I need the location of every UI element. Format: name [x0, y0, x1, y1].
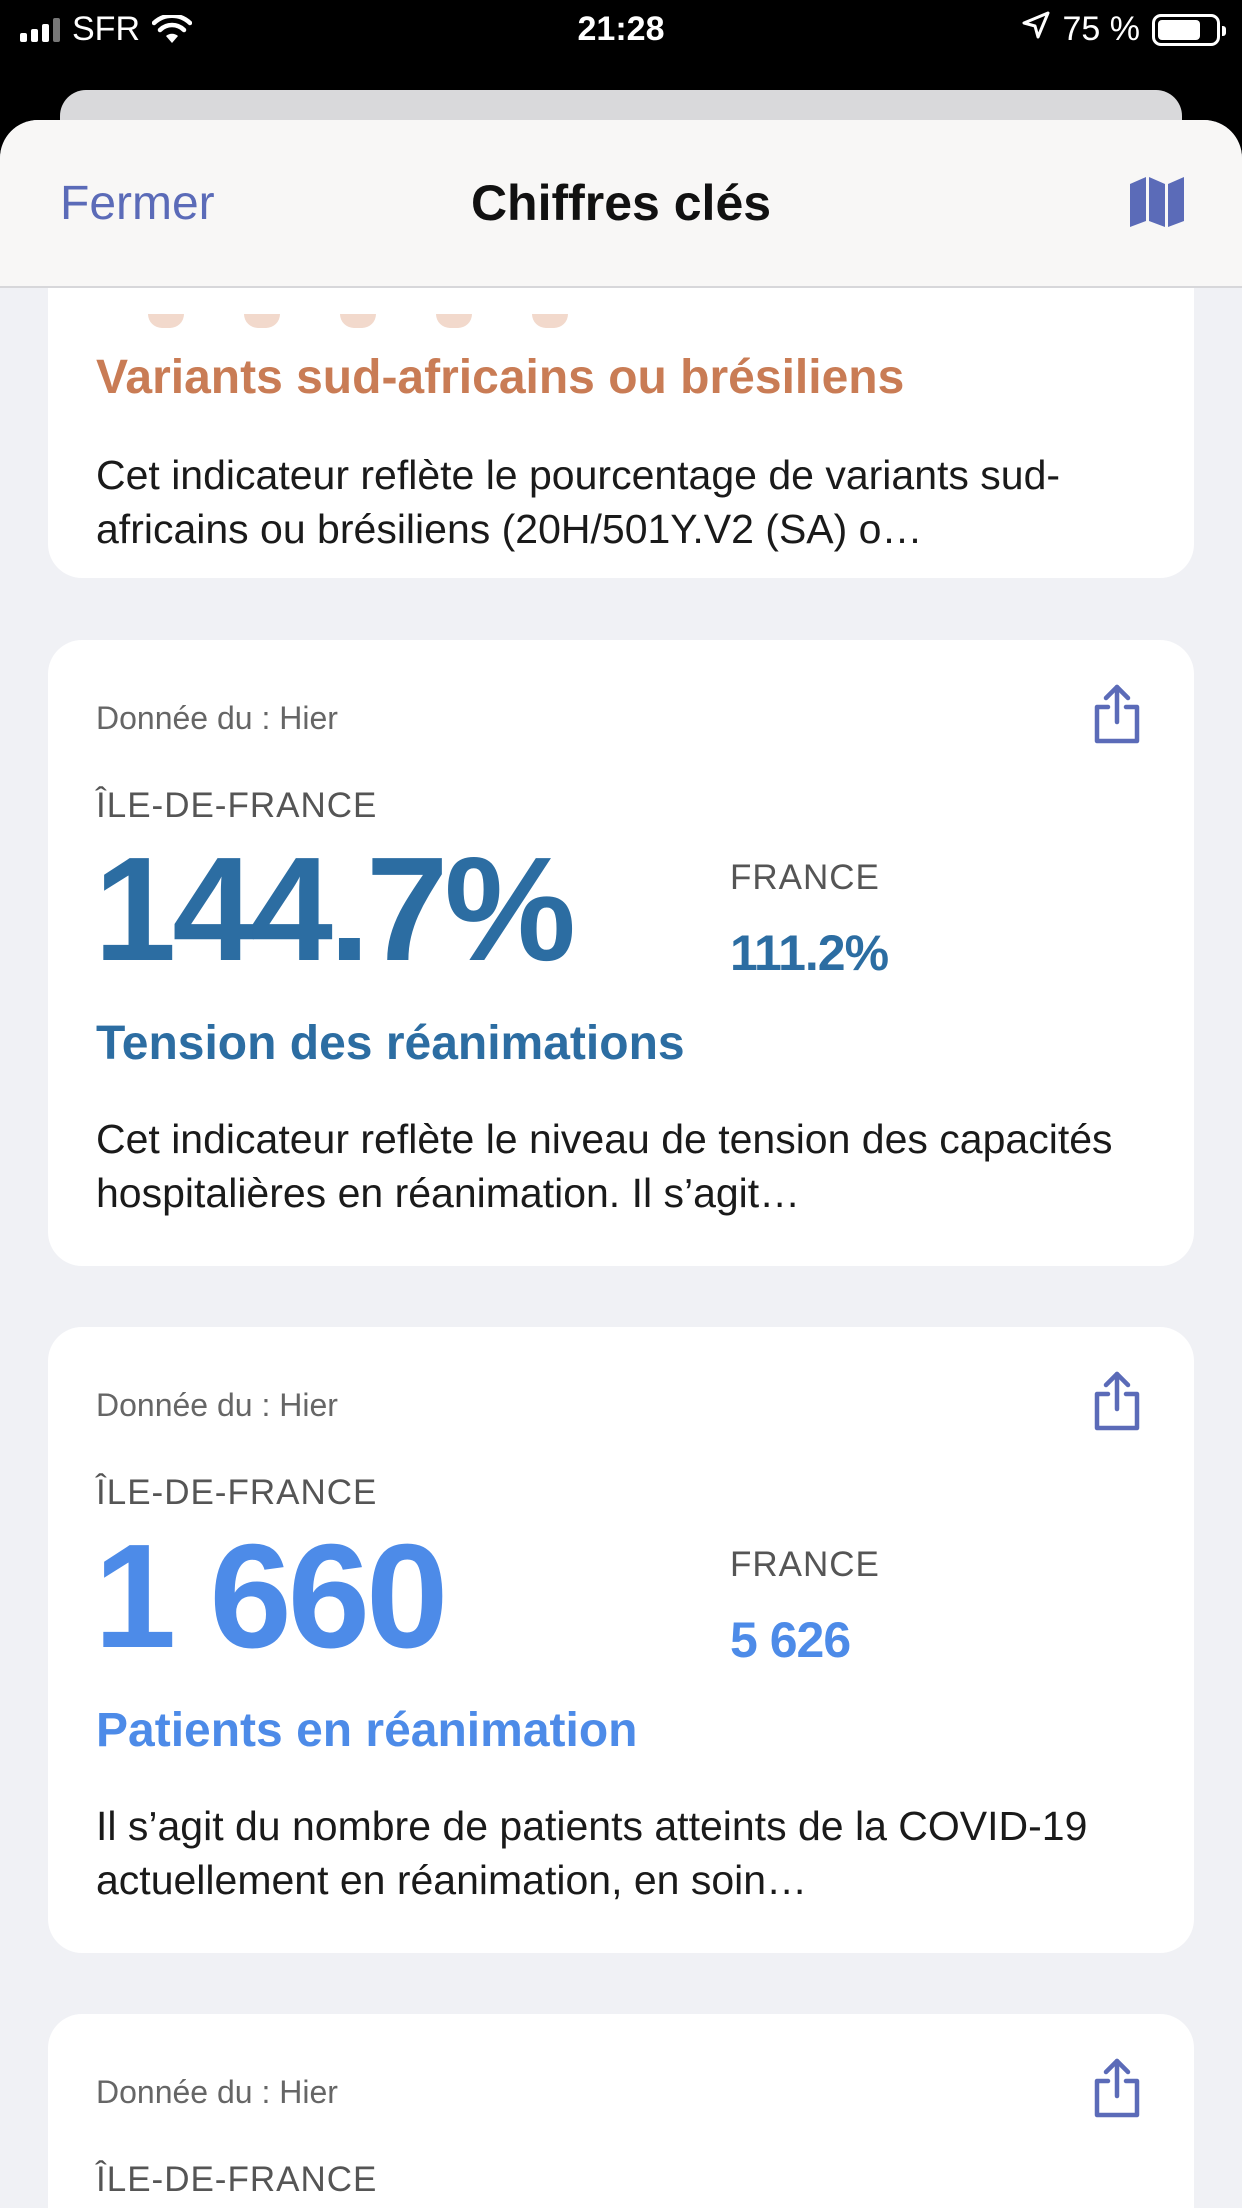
france-value: 5 626	[730, 1612, 851, 1668]
data-date: Donnée du : Hier	[96, 700, 338, 736]
card-title: Tension des réanimations	[96, 1017, 685, 1070]
battery-percent: 75 %	[1062, 10, 1141, 48]
status-bar: SFR 21:28 75 %	[0, 0, 1242, 64]
wifi-icon	[152, 14, 192, 45]
france-value: 111.2%	[730, 925, 889, 981]
status-right: 75 %	[1021, 10, 1226, 49]
card-description: Cet indicateur reflète le niveau de tens…	[96, 1116, 1113, 1216]
key-figure-card[interactable]: Donnée du : Hier ÎLE-DE-FRANCE	[48, 2014, 1194, 2208]
page-title: Chiffres clés	[470, 175, 772, 231]
clock: 21:28	[577, 10, 665, 48]
key-figures-sheet: Fermer Chiffres clés Variants sud-africa…	[0, 120, 1242, 2208]
map-icon[interactable]	[1128, 174, 1186, 235]
card-title: Patients en réanimation	[96, 1704, 638, 1757]
region-value: 1 660	[94, 1514, 448, 1679]
data-date: Donnée du : Hier	[96, 2074, 338, 2110]
card-description: Il s’agit du nombre de patients atteints…	[96, 1803, 1088, 1903]
region-label: ÎLE-DE-FRANCE	[96, 2160, 378, 2199]
share-icon[interactable]	[1092, 1371, 1142, 1436]
navigation-bar: Fermer Chiffres clés	[0, 120, 1242, 288]
key-figure-card[interactable]: Variants sud-africains ou brésiliens Cet…	[48, 230, 1194, 578]
signal-icon	[20, 17, 60, 42]
france-label: FRANCE	[730, 858, 880, 897]
region-label: ÎLE-DE-FRANCE	[96, 1473, 378, 1512]
key-figure-card[interactable]: Donnée du : Hier ÎLE-DE-FRANCE 1 660 FRA…	[48, 1327, 1194, 1953]
region-value: 144.7%	[94, 827, 576, 992]
share-icon[interactable]	[1092, 684, 1142, 749]
battery-level-fill	[1158, 19, 1200, 40]
status-left: SFR	[20, 10, 192, 49]
share-icon[interactable]	[1092, 2058, 1142, 2123]
data-date: Donnée du : Hier	[96, 1387, 338, 1423]
battery-icon	[1152, 13, 1226, 46]
france-label: FRANCE	[730, 1545, 880, 1584]
close-button[interactable]: Fermer	[60, 177, 215, 230]
carrier-label: SFR	[72, 10, 140, 48]
region-label: ÎLE-DE-FRANCE	[96, 786, 378, 825]
partial-value-fragment	[148, 314, 568, 328]
key-figure-card[interactable]: Donnée du : Hier ÎLE-DE-FRANCE 144.7% FR…	[48, 640, 1194, 1266]
card-description: Cet indicateur reflète le pourcentage de…	[96, 452, 1061, 552]
location-arrow-icon	[1021, 10, 1051, 49]
card-title: Variants sud-africains ou brésiliens	[96, 351, 905, 404]
